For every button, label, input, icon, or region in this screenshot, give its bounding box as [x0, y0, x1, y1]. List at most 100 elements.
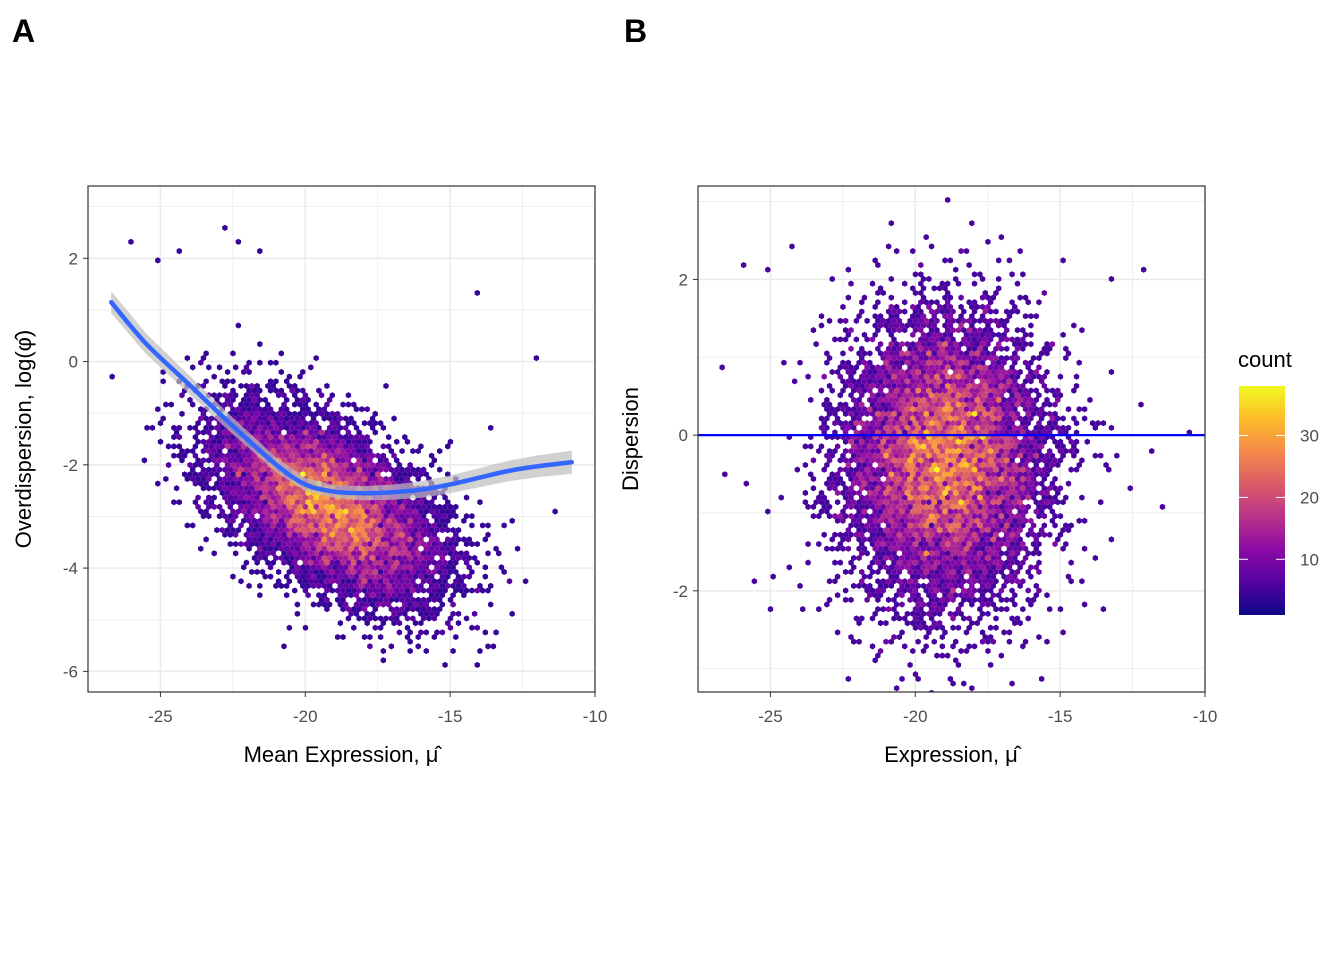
- hexbin-cell: [369, 461, 376, 469]
- hexbin-cell: [982, 531, 988, 538]
- hexbin-cell: [278, 406, 284, 413]
- hexbin-cell: [270, 522, 276, 529]
- hexbin-cell: [979, 387, 986, 394]
- hexbin-cell: [993, 466, 999, 473]
- hexbin-cell: [243, 364, 250, 371]
- hexbin-cell: [1036, 447, 1042, 455]
- hexbin-cell: [920, 480, 927, 487]
- hexbin-cell: [1068, 559, 1074, 566]
- hexbin-cell: [891, 513, 897, 520]
- hexbin-cell: [415, 503, 421, 510]
- hexbin-cell: [219, 508, 225, 515]
- hexbin-cell: [996, 331, 1002, 338]
- hexbin-cell: [369, 610, 376, 617]
- hexbin-cell: [434, 629, 440, 636]
- hexbin-cell: [969, 415, 975, 422]
- hexbin-cell: [840, 303, 846, 310]
- hexbin-cell: [966, 485, 972, 492]
- hexbin-cell: [861, 536, 868, 543]
- hexbin-cell: [418, 564, 424, 571]
- hexbin-cell: [1022, 443, 1029, 450]
- hexbin-cell: [332, 527, 338, 534]
- hexbin-cell: [230, 480, 236, 487]
- hexbin-cell: [1060, 499, 1066, 506]
- hexbin-cell: [1030, 410, 1037, 417]
- hexbin-cell: [1022, 638, 1029, 645]
- hexbin-cell: [356, 615, 362, 622]
- hexbin-cell: [292, 420, 298, 427]
- hexbin-cell: [364, 499, 370, 506]
- hexbin-cell: [963, 471, 970, 478]
- hexbin-cell: [407, 601, 413, 608]
- hexbin-cell: [912, 327, 919, 334]
- hexbin-cell: [971, 420, 978, 427]
- hexbin-cell: [987, 457, 994, 464]
- hexbin-cell: [1006, 387, 1013, 394]
- hexbin-cell: [915, 499, 921, 506]
- hexbin-cell: [458, 578, 464, 585]
- hexbin-cell: [334, 466, 341, 473]
- hexbin-cell: [918, 531, 924, 538]
- hexbin-cell: [1006, 527, 1013, 534]
- hexbin-cell: [364, 601, 370, 608]
- hexbin-cell: [332, 415, 338, 422]
- hexbin-cell: [251, 424, 258, 431]
- hexbin-cell: [1014, 466, 1021, 473]
- hexbin-cell: [388, 550, 395, 557]
- hexbin-cell: [910, 592, 916, 599]
- hexbin-cell: [805, 540, 811, 548]
- hexbin-cell: [283, 517, 290, 524]
- hexbin-cell: [963, 480, 970, 487]
- hexbin-cell: [359, 443, 365, 450]
- hexbin-cell: [369, 536, 376, 543]
- hexbin-cell: [974, 499, 980, 506]
- hexbin-cell: [861, 573, 868, 580]
- hexbin-cell: [308, 540, 314, 548]
- hexbin-cell: [816, 606, 822, 613]
- hexbin-cell: [281, 494, 287, 501]
- hexbin-cell: [324, 596, 330, 603]
- hexbin-cell: [302, 420, 309, 427]
- hexbin-cell: [907, 382, 913, 390]
- hexbin-cell: [246, 489, 252, 496]
- hexbin-cell: [434, 545, 440, 552]
- hexbin-cell: [1004, 457, 1010, 464]
- hexbin-cell: [944, 420, 951, 427]
- hexbin-cell: [996, 257, 1002, 264]
- hexbin-cell: [969, 527, 975, 534]
- hexbin-cell: [273, 582, 279, 589]
- hexbin-cell: [257, 545, 263, 552]
- hexbin-cell: [926, 443, 932, 450]
- hexbin-cell: [345, 420, 352, 427]
- hexbin-cell: [206, 475, 212, 483]
- hexbin-cell: [283, 452, 290, 459]
- hexbin-cell: [283, 415, 290, 422]
- hexbin-cell: [902, 327, 908, 334]
- hexbin-cell: [386, 461, 392, 469]
- hexbin-cell: [348, 499, 354, 506]
- hexbin-cell: [1006, 508, 1013, 515]
- hexbin-cell: [875, 596, 881, 603]
- hexbin-cell: [848, 485, 854, 492]
- hexbin-cell: [391, 620, 397, 627]
- hexbin-cell: [1033, 499, 1039, 506]
- hexbin-cell: [195, 494, 201, 501]
- hexbin-cell: [1100, 606, 1107, 613]
- hexbin-cell: [958, 294, 964, 301]
- hexbin-cell: [340, 522, 346, 529]
- hexbin-cell: [367, 633, 373, 641]
- hexbin-cell: [431, 513, 438, 520]
- hexbin-cell: [845, 359, 852, 366]
- hexbin-cell: [971, 550, 978, 557]
- hexbin-cell: [308, 513, 314, 520]
- hexbin-cell: [356, 457, 362, 464]
- hexbin-cell: [872, 508, 878, 515]
- hexbin-cell: [300, 499, 306, 506]
- hexbin-cell: [920, 489, 927, 496]
- hexbin-cell: [985, 396, 991, 403]
- hexbin-cell: [963, 443, 970, 450]
- hexbin-cell: [289, 443, 295, 450]
- hexbin-cell: [265, 410, 271, 417]
- hexbin-cell: [1036, 633, 1042, 641]
